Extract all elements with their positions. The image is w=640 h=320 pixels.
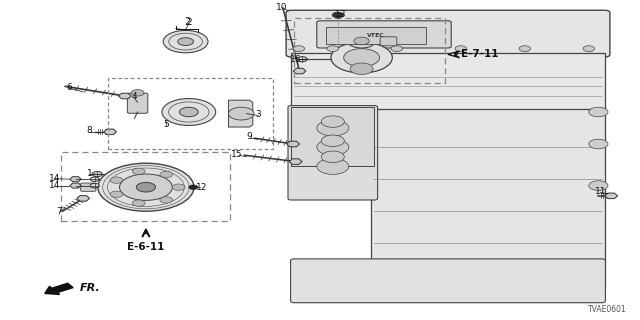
Circle shape bbox=[132, 200, 145, 206]
FancyBboxPatch shape bbox=[291, 259, 605, 303]
Circle shape bbox=[327, 46, 339, 52]
Text: 5: 5 bbox=[164, 120, 169, 129]
FancyBboxPatch shape bbox=[317, 21, 451, 48]
Text: VTEC: VTEC bbox=[367, 33, 385, 38]
Bar bbox=[326, 27, 426, 44]
Polygon shape bbox=[448, 52, 457, 57]
Text: 6: 6 bbox=[67, 83, 72, 92]
Polygon shape bbox=[293, 68, 306, 74]
Circle shape bbox=[98, 163, 194, 211]
Circle shape bbox=[131, 90, 144, 96]
Bar bbox=[294, 18, 445, 83]
Circle shape bbox=[519, 46, 531, 52]
Text: FR.: FR. bbox=[79, 283, 100, 293]
Polygon shape bbox=[104, 129, 116, 135]
Circle shape bbox=[317, 139, 349, 155]
Bar bbox=[291, 51, 342, 198]
Text: 12: 12 bbox=[196, 183, 207, 192]
Text: 15: 15 bbox=[231, 150, 243, 159]
Bar bbox=[61, 152, 230, 221]
Polygon shape bbox=[70, 183, 81, 188]
Text: 4: 4 bbox=[132, 92, 137, 101]
Polygon shape bbox=[77, 196, 90, 201]
Polygon shape bbox=[228, 100, 253, 127]
Text: 9: 9 bbox=[247, 132, 252, 141]
Circle shape bbox=[163, 30, 208, 53]
Circle shape bbox=[120, 174, 172, 200]
Circle shape bbox=[90, 177, 99, 181]
Text: 14: 14 bbox=[49, 174, 60, 183]
Text: 8: 8 bbox=[87, 126, 92, 135]
Circle shape bbox=[589, 107, 608, 117]
Circle shape bbox=[317, 120, 349, 136]
FancyBboxPatch shape bbox=[286, 10, 610, 57]
Text: 2: 2 bbox=[186, 18, 191, 27]
Polygon shape bbox=[287, 141, 300, 147]
Circle shape bbox=[160, 197, 173, 203]
Text: TVAE0601: TVAE0601 bbox=[588, 305, 627, 314]
Bar bbox=[371, 107, 605, 288]
Bar bbox=[291, 53, 605, 109]
Circle shape bbox=[189, 185, 198, 189]
Text: 3: 3 bbox=[255, 110, 260, 119]
Circle shape bbox=[331, 42, 392, 73]
Circle shape bbox=[317, 158, 349, 174]
Circle shape bbox=[332, 12, 344, 18]
Circle shape bbox=[350, 63, 373, 75]
Text: E-7-11: E-7-11 bbox=[461, 49, 499, 60]
Text: 2: 2 bbox=[184, 17, 190, 28]
Text: 13: 13 bbox=[335, 10, 347, 19]
Text: E-6-11: E-6-11 bbox=[127, 242, 164, 252]
Circle shape bbox=[136, 182, 156, 192]
Circle shape bbox=[90, 183, 99, 188]
Circle shape bbox=[344, 49, 380, 67]
Text: 1: 1 bbox=[87, 169, 92, 178]
Circle shape bbox=[162, 99, 216, 125]
FancyBboxPatch shape bbox=[288, 106, 378, 200]
Circle shape bbox=[321, 116, 344, 127]
Circle shape bbox=[293, 46, 305, 52]
FancyArrow shape bbox=[45, 283, 73, 294]
Circle shape bbox=[321, 151, 344, 163]
Circle shape bbox=[589, 139, 608, 149]
FancyBboxPatch shape bbox=[380, 37, 397, 46]
FancyBboxPatch shape bbox=[81, 183, 96, 191]
Circle shape bbox=[110, 191, 123, 197]
Polygon shape bbox=[605, 193, 618, 199]
Text: 10: 10 bbox=[276, 3, 287, 12]
Polygon shape bbox=[289, 159, 302, 164]
Circle shape bbox=[391, 46, 403, 52]
Circle shape bbox=[297, 57, 307, 62]
Circle shape bbox=[228, 107, 254, 120]
Circle shape bbox=[92, 172, 102, 177]
Circle shape bbox=[589, 181, 608, 190]
Polygon shape bbox=[118, 93, 131, 99]
Circle shape bbox=[321, 135, 344, 147]
Circle shape bbox=[172, 184, 185, 190]
Circle shape bbox=[348, 34, 376, 48]
Circle shape bbox=[583, 46, 595, 52]
Circle shape bbox=[455, 46, 467, 52]
Polygon shape bbox=[70, 177, 81, 182]
Text: 7: 7 bbox=[56, 207, 61, 216]
Circle shape bbox=[178, 38, 193, 45]
FancyBboxPatch shape bbox=[127, 93, 148, 113]
Circle shape bbox=[354, 37, 369, 45]
Text: 11: 11 bbox=[595, 187, 606, 196]
Text: 16: 16 bbox=[290, 55, 301, 64]
Bar bbox=[291, 107, 374, 166]
Circle shape bbox=[160, 171, 173, 178]
Circle shape bbox=[110, 177, 123, 183]
Circle shape bbox=[179, 107, 198, 117]
Circle shape bbox=[132, 168, 145, 174]
Bar bbox=[108, 78, 273, 149]
Text: 14: 14 bbox=[49, 181, 60, 190]
